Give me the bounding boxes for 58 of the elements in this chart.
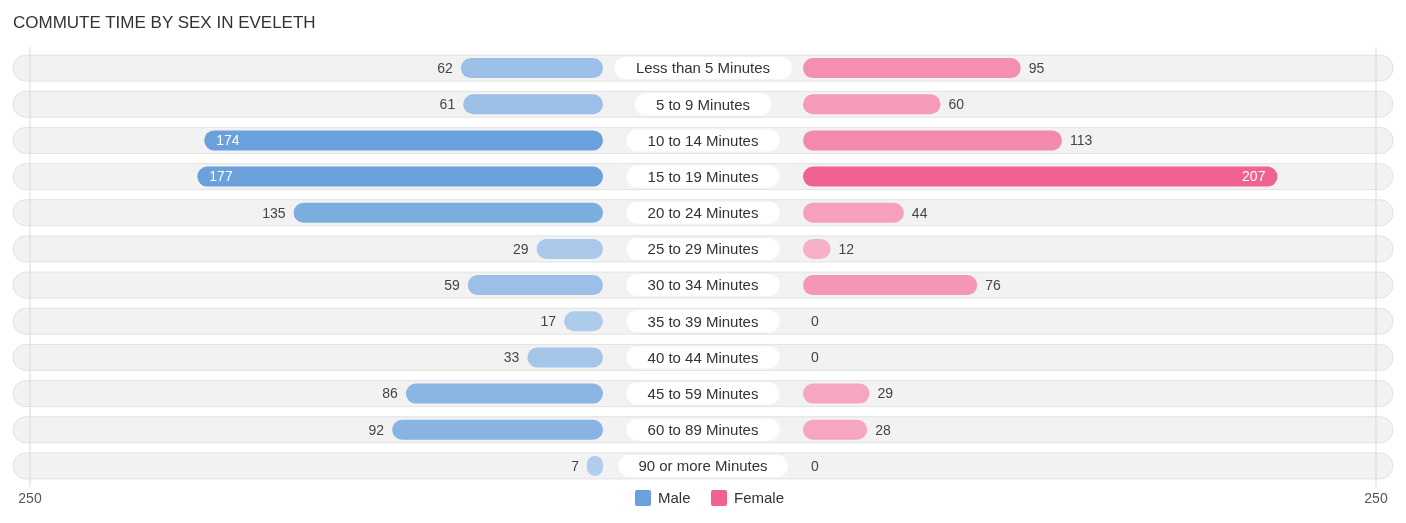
- data-label: 59: [444, 276, 460, 293]
- data-label: 44: [911, 204, 928, 221]
- y-tick-label: 15 to 19 Minutes: [647, 167, 759, 185]
- bar: [527, 347, 603, 368]
- y-tick-label: 20 to 24 Minutes: [647, 204, 759, 221]
- bar: [197, 166, 603, 187]
- y-tick-label: 5 to 9 Minutes: [655, 95, 751, 113]
- y-tick-label: 90 or more Minutes: [638, 457, 768, 475]
- data-label: 135: [262, 204, 286, 221]
- y-tick-label: 10 to 14 Minutes: [647, 131, 759, 149]
- data-label: 86: [382, 385, 399, 402]
- data-label: 29: [877, 385, 894, 402]
- bar: [803, 202, 904, 223]
- data-label: 62: [437, 59, 454, 76]
- data-label: 60: [948, 96, 965, 113]
- data-label: 92: [368, 421, 385, 438]
- data-label: 113: [1070, 132, 1093, 149]
- bar: [803, 94, 941, 115]
- bar: [392, 419, 603, 440]
- chart-title: COMMUTE TIME BY SEX IN EVELETH: [13, 12, 316, 32]
- bar: [803, 130, 1062, 151]
- bar: [405, 383, 603, 404]
- data-label: 95: [1028, 59, 1045, 76]
- legend-label: Male: [658, 489, 691, 507]
- data-label: 12: [838, 240, 855, 257]
- legend-label: Female: [734, 489, 785, 507]
- data-label: 17: [540, 313, 557, 330]
- data-label: 76: [985, 276, 1001, 293]
- bar: [803, 419, 868, 440]
- data-label: 0: [811, 313, 819, 330]
- data-label: 177: [209, 168, 233, 185]
- bar: [803, 58, 1021, 79]
- y-tick-label: 30 to 34 Minutes: [647, 276, 759, 294]
- y-tick-label: 25 to 29 Minutes: [647, 240, 759, 258]
- data-label: 29: [512, 240, 529, 257]
- bar: [204, 130, 603, 151]
- y-tick-label: 60 to 89 Minutes: [647, 421, 759, 438]
- bar: [460, 58, 603, 79]
- data-label: 174: [216, 132, 240, 149]
- data-label: 0: [811, 457, 819, 474]
- data-label: 0: [811, 349, 819, 366]
- y-tick-label: 45 to 59 Minutes: [647, 384, 759, 402]
- data-label: 33: [503, 349, 520, 366]
- y-tick-label: 35 to 39 Minutes: [647, 312, 759, 330]
- bar: [467, 275, 603, 296]
- bar: [536, 238, 603, 259]
- y-tick-label: 40 to 44 Minutes: [647, 348, 759, 366]
- data-label: 7: [571, 457, 580, 474]
- bar: [463, 94, 603, 115]
- data-label: 207: [1242, 168, 1266, 185]
- x-tick-label: 250: [18, 489, 42, 506]
- y-tick-label: Less than 5 Minutes: [635, 59, 771, 77]
- bar: [293, 202, 603, 223]
- data-label: 28: [875, 421, 891, 438]
- bar: [803, 383, 870, 404]
- bar: [803, 275, 978, 296]
- x-tick-label: 250: [1364, 489, 1388, 506]
- data-label: 61: [439, 96, 456, 113]
